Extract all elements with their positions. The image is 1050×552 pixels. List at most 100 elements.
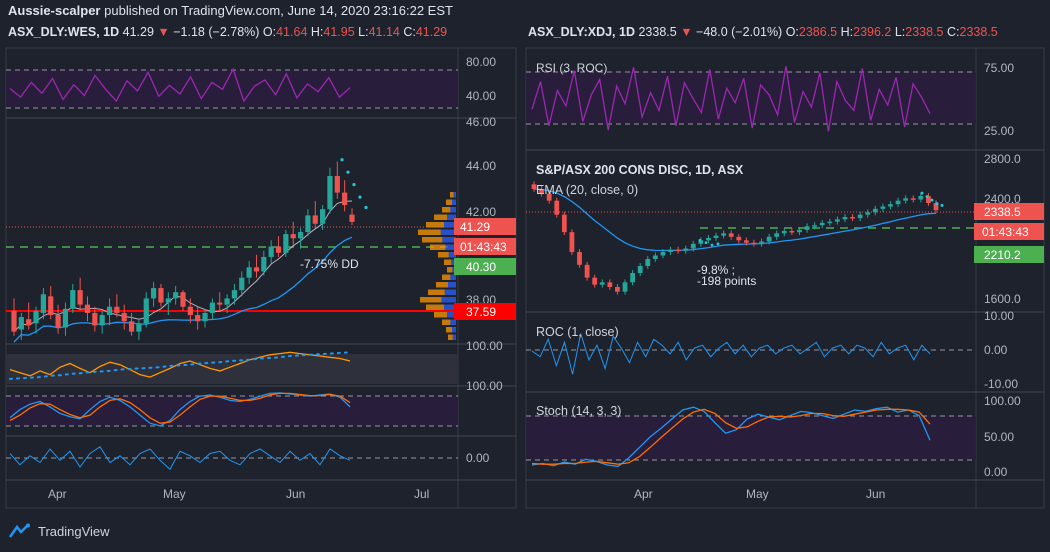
left-roc-tick: 0.00 (466, 451, 490, 465)
left-osc-band (6, 354, 458, 384)
left-candle-body (92, 312, 98, 326)
right-price-tick: 2400.0 (984, 192, 1021, 206)
right-rsi-line (531, 66, 931, 132)
right-candle-body (675, 249, 681, 252)
right-candle-body (774, 233, 780, 237)
right-candle-body (766, 236, 772, 242)
right-stoch-title[interactable]: Stoch (14, 3, 3) (536, 404, 621, 418)
right-candle-body (834, 219, 840, 222)
right-roc-title[interactable]: ROC (1, close) (536, 325, 619, 339)
right-ema-title[interactable]: EMA (20, close, 0) (536, 183, 638, 197)
left-chart: 80.00 40.00 -7.75% DD 46.00 44.00 42.00 … (5, 47, 517, 509)
right-candle-body (842, 217, 848, 220)
left-candle-body (18, 317, 24, 330)
left-volume-profile-bar (441, 297, 456, 303)
right-candle-body (910, 198, 916, 200)
left-symbol-header: ASX_DLY:WES, 1D 41.29 ▼ −1.18 (−2.78%) O… (8, 22, 447, 42)
left-candle-body (62, 308, 69, 328)
right-candle-body (736, 236, 742, 241)
left-volume-profile-bar (448, 282, 456, 288)
left-candle-body (217, 302, 223, 305)
left-volume-profile-bar (448, 252, 456, 258)
right-candle-body (759, 241, 764, 244)
left-support-text: 37.59 (466, 305, 496, 319)
left-candle-body (143, 298, 149, 324)
publisher-username[interactable]: Aussie-scalper (8, 3, 101, 18)
right-projection-dot (698, 238, 702, 242)
left-candle-body (180, 292, 186, 307)
left-candle-body (11, 310, 17, 332)
left-volume-profile-bar (450, 192, 454, 198)
left-level-label (454, 258, 516, 275)
right-candle-body (865, 212, 871, 215)
right-symbol[interactable]: ASX_DLY:XDJ, 1D (528, 25, 635, 39)
left-candle-body (77, 290, 83, 305)
right-candle-body (630, 273, 636, 283)
left-volume-profile-bar (445, 244, 456, 250)
left-candle-body (40, 294, 46, 313)
right-change: −48.0 (−2.01%) (696, 25, 783, 39)
right-candle-body (903, 198, 909, 201)
open-label: O: (262, 25, 277, 39)
left-candle-body (202, 312, 208, 322)
left-volume-profile-bar (448, 334, 453, 340)
left-candle-body (99, 315, 105, 326)
right-stoch-tick: 0.00 (984, 465, 1008, 479)
left-candle-body (187, 306, 193, 316)
right-candle-body (743, 240, 749, 243)
left-candle-body (268, 246, 274, 257)
left-candle-body (305, 215, 311, 233)
left-volume-profile-bar (446, 327, 452, 333)
right-candles (531, 181, 939, 295)
left-candle-body (290, 234, 296, 239)
left-volume-profile-bar (442, 207, 451, 213)
left-osc-signal-line (9, 351, 351, 380)
left-volume-profile-bar (450, 207, 456, 213)
right-rsi-tick: 75.00 (984, 61, 1014, 75)
left-volume-profile-bar (418, 229, 441, 235)
right-roc-tick: -10.00 (984, 377, 1018, 391)
right-candle-body (713, 235, 719, 238)
left-projection-dot (352, 183, 356, 187)
left-candle-body (246, 267, 252, 278)
right-roc-tick: 10.00 (984, 309, 1014, 323)
down-arrow-icon: ▼ (157, 25, 170, 39)
right-candle-body (728, 233, 734, 237)
right-chart: RSI (3, ROC) 75.00 25.00 S&P/ASX 200 CON… (525, 47, 1045, 509)
open-label: O: (785, 25, 799, 39)
left-candle-body (136, 323, 142, 332)
right-time-tick: Apr (634, 487, 653, 501)
left-candle-body (342, 192, 348, 206)
right-candle-body (926, 196, 931, 203)
left-change: −1.18 (−2.78%) (173, 25, 260, 39)
right-countdown-label (974, 223, 1044, 240)
right-projection-dot (920, 191, 924, 195)
left-volume-profile-bar (434, 214, 448, 220)
left-rsi-tick: 40.00 (466, 89, 496, 103)
left-ema-line (13, 236, 353, 343)
left-volume-profile-bar (451, 259, 456, 265)
right-rsi-title[interactable]: RSI (3, ROC) (536, 61, 607, 75)
left-symbol[interactable]: ASX_DLY:WES, 1D (8, 25, 120, 39)
left-candle-body (231, 290, 238, 299)
left-volume-profile-bar (440, 229, 456, 235)
left-candle-body (173, 292, 179, 299)
right-open: 2386.5 (798, 25, 838, 39)
right-candle-body (880, 206, 886, 209)
right-last-price-text: 2338.5 (984, 205, 1021, 219)
right-candle-body (888, 204, 893, 207)
right-stoch-tick: 50.00 (984, 430, 1014, 444)
right-stoch-band (526, 416, 976, 460)
left-rsi-band (6, 70, 458, 108)
left-candle-body (151, 288, 157, 299)
right-price-title[interactable]: S&P/ASX 200 CONS DISC, 1D, ASX (536, 163, 744, 177)
low-label: L: (358, 25, 369, 39)
left-candle-body (297, 232, 304, 239)
charts-canvas[interactable]: 80.00 40.00 -7.75% DD 46.00 44.00 42.00 … (0, 42, 1050, 552)
tradingview-footer[interactable]: TradingView (8, 518, 110, 544)
left-candle-body (128, 321, 135, 332)
left-price-tick: 44.00 (466, 159, 496, 173)
high-label: H: (310, 25, 324, 39)
right-level-text: 2210.2 (984, 248, 1021, 262)
left-projection-dot (364, 205, 368, 210)
